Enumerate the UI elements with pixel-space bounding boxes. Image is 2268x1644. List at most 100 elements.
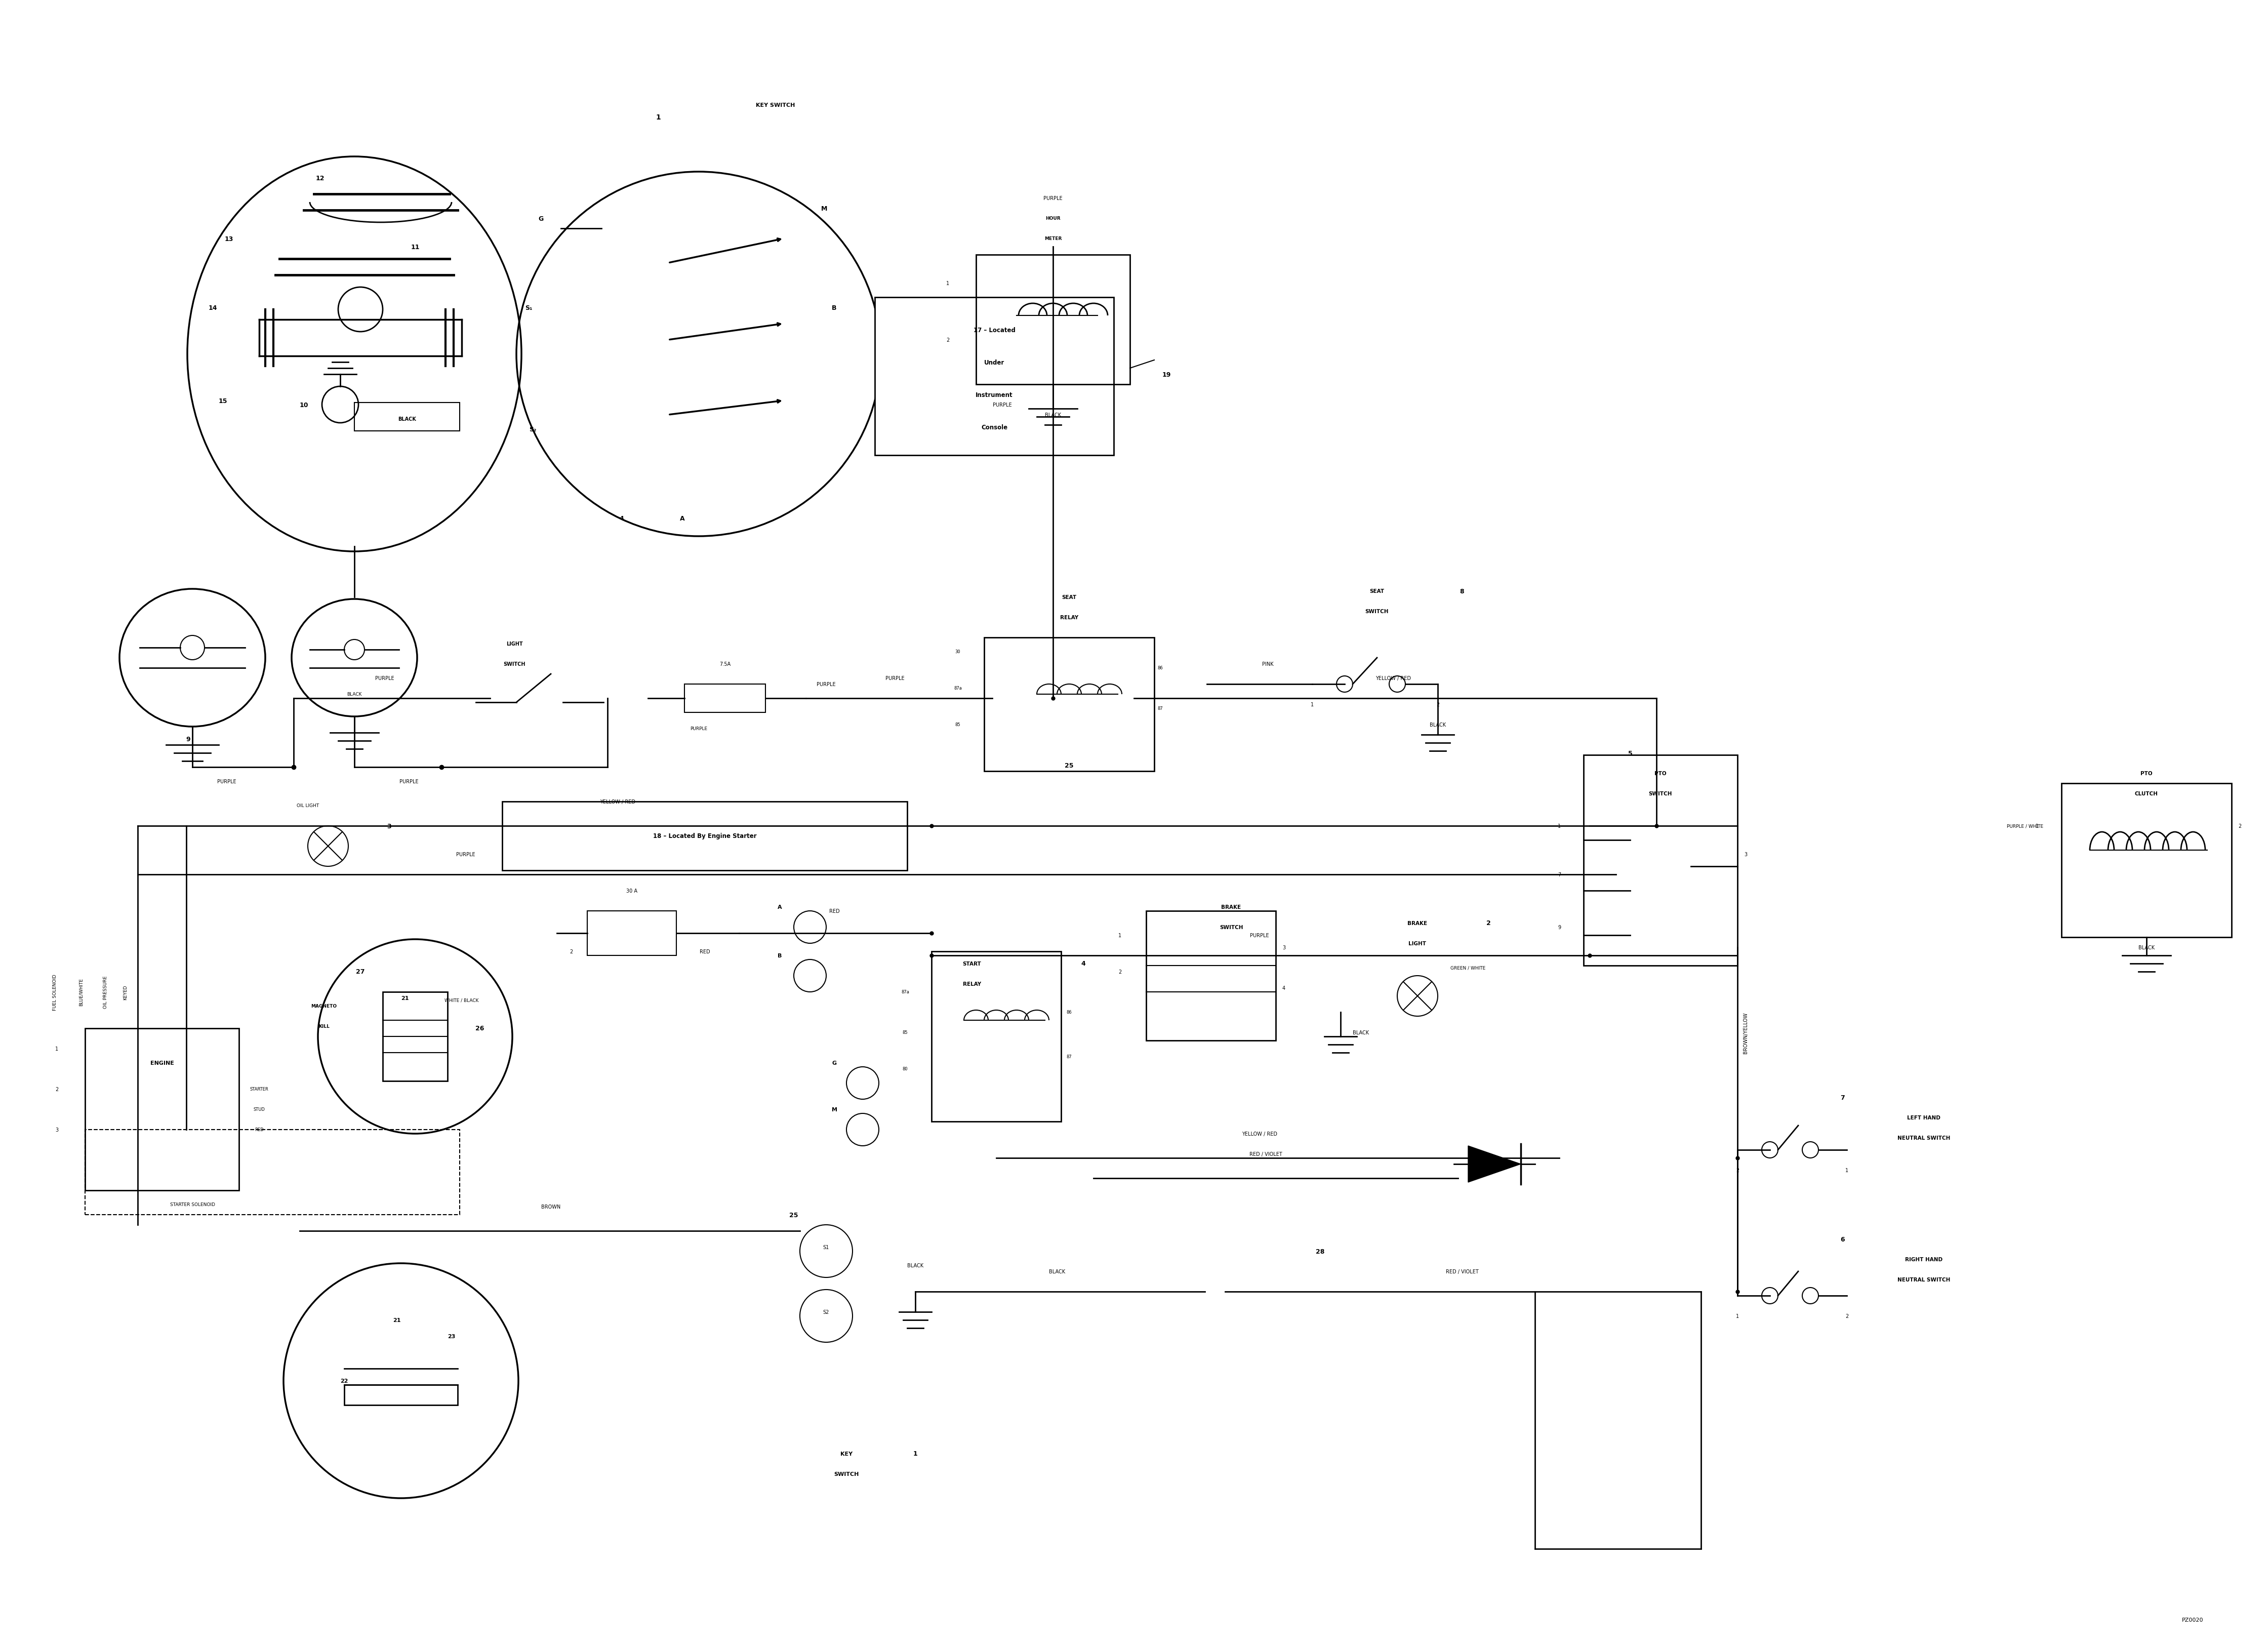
Text: CLUTCH: CLUTCH [2134, 791, 2159, 796]
Text: NEUTRAL SWITCH: NEUTRAL SWITCH [1898, 1277, 1950, 1282]
Text: 7.5A: 7.5A [719, 661, 730, 666]
Text: SWITCH: SWITCH [503, 661, 526, 666]
Circle shape [1803, 1287, 1819, 1304]
Bar [2062, 784, 2232, 937]
Text: BLACK: BLACK [2139, 945, 2155, 950]
Text: YELLOW / RED: YELLOW / RED [1243, 1131, 1277, 1136]
Text: KEY SWITCH: KEY SWITCH [755, 102, 796, 109]
Text: STUD: STUD [254, 1106, 265, 1111]
Bar [587, 911, 676, 955]
Text: BLACK: BLACK [907, 1263, 923, 1268]
Text: SWITCH: SWITCH [1365, 608, 1388, 613]
Text: 21: 21 [392, 1317, 401, 1322]
Text: 3: 3 [1281, 945, 1286, 950]
Text: B: B [778, 954, 782, 958]
Text: B: B [832, 304, 837, 311]
Text: 10: 10 [299, 401, 308, 408]
Text: Under: Under [984, 358, 1005, 365]
Text: 8: 8 [1461, 589, 1465, 595]
Text: YELLOW / RED: YELLOW / RED [1374, 676, 1411, 681]
Text: PURPLE / WHITE: PURPLE / WHITE [2007, 824, 2043, 829]
Text: BROWN/YELLOW: BROWN/YELLOW [1744, 1013, 1749, 1054]
Circle shape [1336, 676, 1352, 692]
Text: BRAKE: BRAKE [1408, 921, 1427, 926]
Text: START: START [962, 962, 982, 967]
Text: 23: 23 [447, 1333, 456, 1338]
Bar [975, 255, 1129, 385]
Circle shape [1762, 1143, 1778, 1157]
Text: 2: 2 [569, 949, 572, 954]
Text: 28: 28 [1315, 1248, 1325, 1254]
Text: 19: 19 [1161, 372, 1170, 378]
Text: S1: S1 [823, 1245, 830, 1249]
Text: LIGHT: LIGHT [506, 641, 522, 646]
Text: KEYED: KEYED [122, 985, 127, 1000]
Text: Console: Console [982, 424, 1007, 431]
Text: FUEL SOLENOID: FUEL SOLENOID [52, 973, 57, 1009]
Text: HOUR: HOUR [1046, 217, 1061, 220]
Bar [1583, 755, 1737, 965]
Text: 2: 2 [1436, 702, 1440, 707]
Text: KEY: KEY [841, 1452, 853, 1457]
Text: RED: RED [830, 909, 839, 914]
Text: 17 – Located: 17 – Located [973, 327, 1016, 334]
Text: Instrument: Instrument [975, 391, 1014, 398]
Text: PURPLE: PURPLE [399, 779, 420, 784]
Text: S₁: S₁ [524, 304, 533, 311]
Text: SEAT: SEAT [1370, 589, 1383, 593]
Bar [501, 802, 907, 871]
Text: 2: 2 [1118, 970, 1120, 975]
Text: 26: 26 [476, 1026, 485, 1032]
Text: 30 A: 30 A [626, 888, 637, 893]
Text: ENGINE: ENGINE [150, 1060, 175, 1065]
Text: 2: 2 [1735, 1167, 1740, 1172]
Text: RED / VIOLET: RED / VIOLET [1445, 1269, 1479, 1274]
Text: OIL LIGHT: OIL LIGHT [297, 804, 320, 809]
Text: 87: 87 [1157, 707, 1163, 710]
Text: YELLOW / RED: YELLOW / RED [601, 799, 635, 804]
Text: S₂: S₂ [528, 426, 535, 432]
Text: 7: 7 [1558, 871, 1560, 878]
Text: BLACK: BLACK [397, 416, 415, 421]
Text: PINK: PINK [1261, 661, 1272, 666]
Text: PURPLE: PURPLE [374, 676, 395, 681]
Text: 6: 6 [1842, 1236, 1844, 1243]
Text: M: M [821, 206, 828, 212]
Text: 80: 80 [903, 1067, 907, 1072]
Text: BRAKE: BRAKE [1220, 904, 1241, 909]
Text: RED: RED [254, 1128, 263, 1133]
Text: 22: 22 [340, 1378, 349, 1383]
Text: 4: 4 [1281, 985, 1286, 991]
Text: 30: 30 [955, 649, 962, 654]
Text: KILL: KILL [318, 1024, 329, 1029]
Text: BLACK: BLACK [1046, 413, 1061, 418]
Text: 14: 14 [209, 304, 218, 311]
Text: PURPLE: PURPLE [1250, 932, 1270, 939]
Text: PURPLE: PURPLE [993, 403, 1012, 408]
Text: 1: 1 [946, 281, 950, 286]
Text: PZ0020: PZ0020 [2182, 1618, 2202, 1623]
Text: 3: 3 [54, 1128, 59, 1133]
Text: SEAT: SEAT [1061, 595, 1077, 600]
Text: A: A [680, 515, 685, 521]
Text: 2: 2 [2239, 824, 2241, 829]
Text: RED / VIOLET: RED / VIOLET [1250, 1151, 1281, 1157]
Text: M: M [832, 1106, 837, 1111]
Text: 3: 3 [1744, 852, 1746, 857]
Text: PURPLE: PURPLE [218, 779, 236, 784]
Text: BLACK: BLACK [1429, 722, 1447, 727]
Text: SWITCH: SWITCH [1649, 791, 1672, 796]
Bar [685, 684, 764, 712]
Text: 3: 3 [386, 822, 390, 829]
Text: STARTER SOLENOID: STARTER SOLENOID [170, 1202, 215, 1207]
Text: 25: 25 [1064, 763, 1073, 769]
Text: 4: 4 [1082, 960, 1086, 967]
Text: PTO: PTO [1656, 771, 1667, 776]
Text: 87: 87 [1066, 1054, 1073, 1059]
Text: 13: 13 [225, 235, 234, 242]
Text: 4: 4 [619, 515, 624, 521]
Text: 27: 27 [356, 968, 365, 975]
Text: NEUTRAL SWITCH: NEUTRAL SWITCH [1898, 1136, 1950, 1141]
Text: G: G [832, 1060, 837, 1065]
Text: 9: 9 [1558, 924, 1560, 931]
